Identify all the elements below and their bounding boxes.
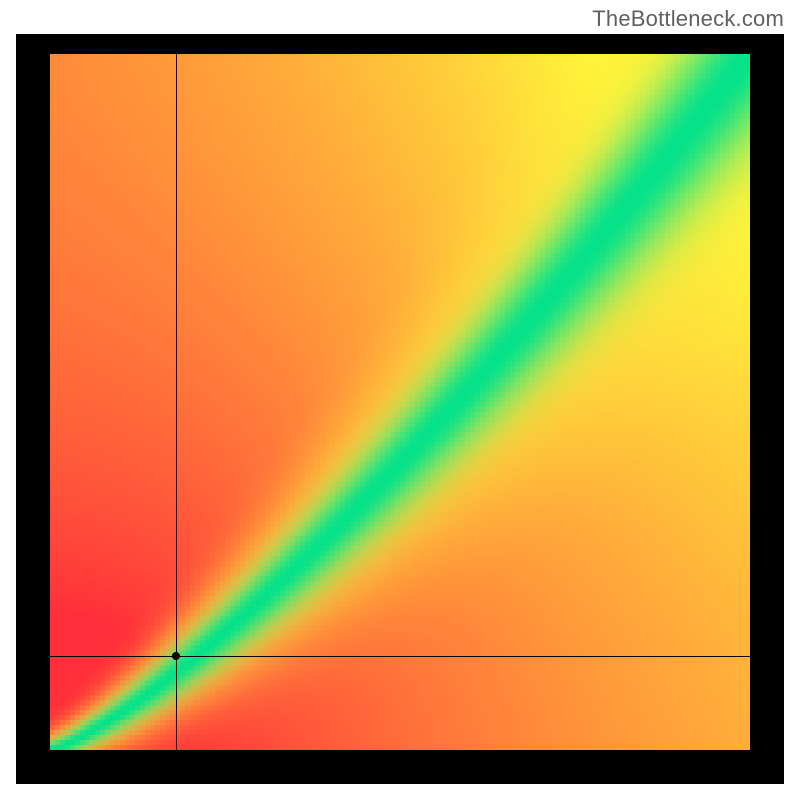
bottleneck-heatmap (50, 54, 750, 750)
crosshair-horizontal (50, 656, 750, 657)
watermark-text: TheBottleneck.com (592, 6, 784, 32)
marker-dot (172, 652, 180, 660)
page-root: { "watermark": { "text": "TheBottleneck.… (0, 0, 800, 800)
crosshair-vertical (176, 54, 177, 750)
plot-area (50, 54, 750, 750)
chart-frame (16, 34, 784, 784)
